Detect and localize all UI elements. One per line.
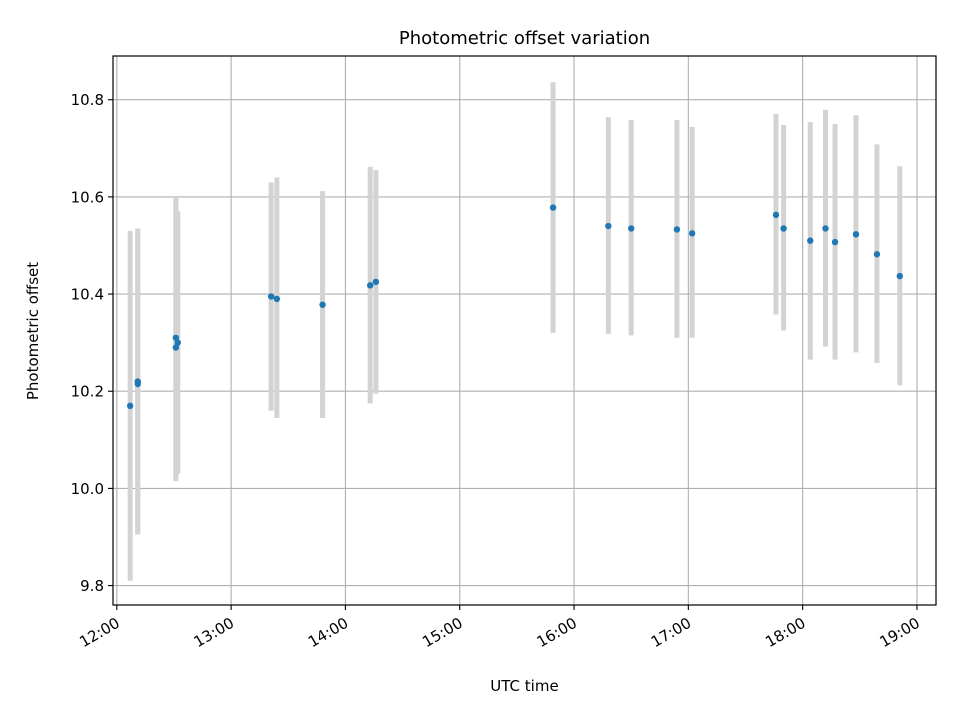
data-point xyxy=(772,211,780,219)
y-tick-label: 10.0 xyxy=(71,480,104,498)
y-tick-label: 10.2 xyxy=(71,383,104,401)
data-point xyxy=(267,293,275,300)
y-tick-label: 10.6 xyxy=(71,188,104,206)
plot-frame xyxy=(112,55,937,606)
data-point xyxy=(273,295,281,303)
data-point xyxy=(372,278,380,286)
data-point xyxy=(688,230,696,237)
data-point xyxy=(126,402,134,410)
data-point xyxy=(174,339,181,346)
y-axis-label: Photometric offset xyxy=(24,262,42,400)
data-point xyxy=(172,334,180,341)
data-point xyxy=(172,344,180,351)
y-tick-label: 9.8 xyxy=(80,577,104,595)
data-point xyxy=(605,222,612,230)
x-axis-label: UTC time xyxy=(490,677,558,695)
data-point xyxy=(831,238,839,246)
data-point xyxy=(873,251,881,258)
grid xyxy=(113,56,936,605)
data-point xyxy=(896,272,904,280)
data-point xyxy=(366,282,374,289)
data-point xyxy=(852,231,860,238)
y-tick-label: 10.4 xyxy=(71,286,104,304)
data-point xyxy=(627,225,635,232)
chart-title: Photometric offset variation xyxy=(399,28,650,49)
data-point xyxy=(807,237,814,244)
y-tick-label: 10.8 xyxy=(71,91,104,109)
data-point xyxy=(673,226,681,233)
data-point xyxy=(780,225,787,232)
data-point xyxy=(134,380,141,388)
data-point xyxy=(319,301,326,308)
data-point xyxy=(822,225,829,232)
data-point xyxy=(549,204,557,211)
data-points xyxy=(126,204,904,410)
